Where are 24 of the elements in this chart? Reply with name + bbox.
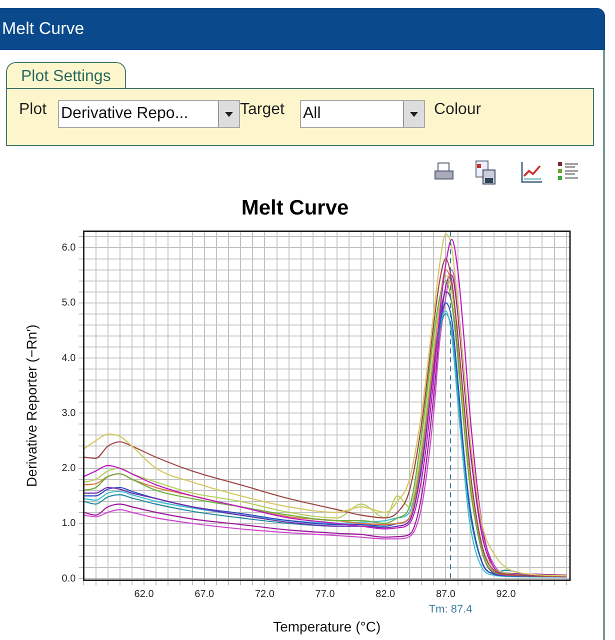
chart-title: Melt Curve <box>241 196 349 220</box>
x-tick-label: 87.0 <box>436 588 456 600</box>
text: Colour <box>434 101 482 119</box>
y-tick-label: 4.0 <box>62 352 76 364</box>
y-tick-label: 0.0 <box>62 573 76 584</box>
ref-line-label: Tm: 87.4 <box>428 604 472 616</box>
y-tick-label: 6.0 <box>62 242 76 254</box>
text: Plot <box>19 101 47 119</box>
x-tick-label: 72.0 <box>254 588 275 600</box>
x-tick-label: 77.0 <box>315 588 336 600</box>
y-tick-label: 5.0 <box>62 298 76 309</box>
x-tick-label: 62.0 <box>134 588 154 600</box>
y-tick-label: 1.0 <box>62 518 76 530</box>
text: Derivative Repo... <box>61 105 188 122</box>
y-tick-label: 2.0 <box>62 463 76 474</box>
y-axis-title: Derivative Reporter (−Rn′) <box>23 324 40 487</box>
x-tick-label: 92.0 <box>496 588 516 600</box>
y-tick-label: 3.0 <box>62 408 76 419</box>
x-tick-label: 82.0 <box>376 588 396 600</box>
text: Target <box>240 101 284 119</box>
text: Melt Curve <box>0 8 605 50</box>
text: All <box>303 105 321 122</box>
x-tick-label: 67.0 <box>194 588 215 600</box>
x-axis-title: Temperature (°C) <box>273 618 381 634</box>
